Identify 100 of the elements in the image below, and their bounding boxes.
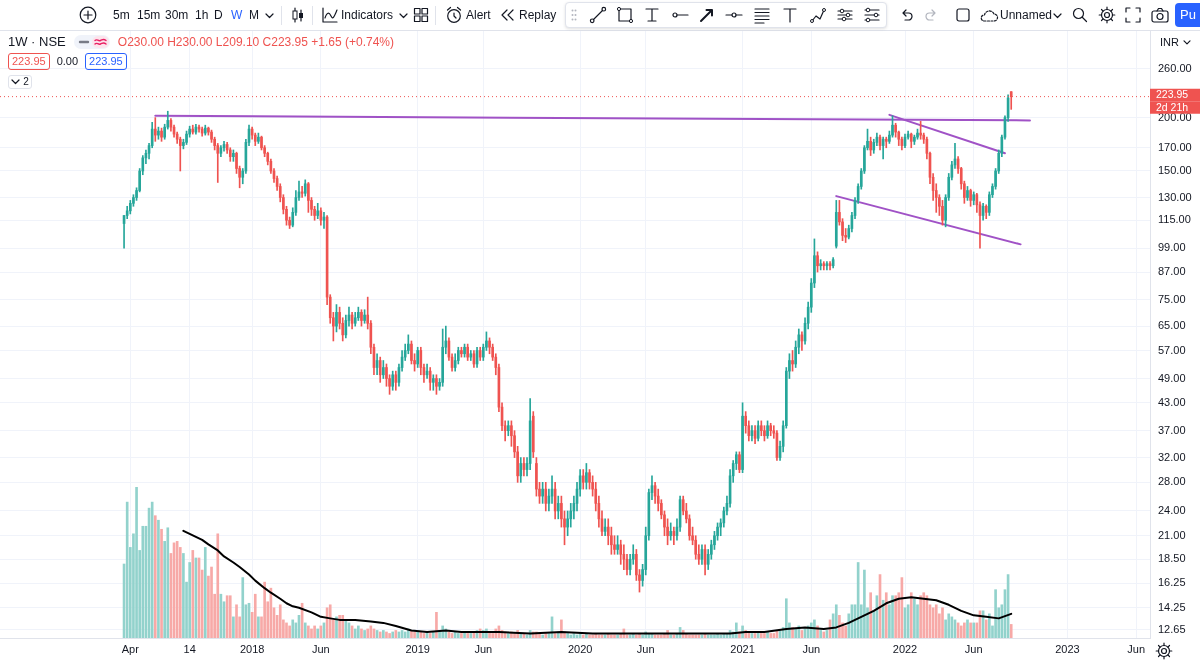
candlestick — [257, 132, 260, 144]
y-tick-label: 150.00 — [1158, 164, 1192, 177]
candlestick — [585, 463, 588, 490]
bar — [635, 634, 638, 638]
collapse-button: 2 — [8, 75, 32, 89]
candlestick — [431, 374, 435, 391]
x-tick-label: Jun — [1127, 642, 1146, 655]
bar — [719, 634, 723, 638]
candlestick — [307, 182, 310, 213]
x-tick-label: 2020 — [567, 642, 593, 655]
bar — [135, 487, 138, 638]
bar — [691, 634, 694, 638]
text: D — [214, 8, 223, 23]
bar — [253, 593, 257, 638]
bar — [988, 613, 991, 638]
bar — [819, 630, 822, 638]
candlestick — [819, 259, 822, 271]
candlestick — [441, 328, 445, 387]
annotation: 2 — [23, 76, 29, 88]
x-tick-label: 2023 — [1055, 642, 1080, 655]
x-tick-label: Jun — [636, 642, 655, 655]
bar — [869, 592, 872, 638]
bar — [313, 625, 316, 638]
ref-line-label: 223.95 — [1156, 88, 1189, 101]
text: Replay — [519, 8, 557, 23]
bar — [610, 634, 613, 638]
candlestick — [766, 420, 769, 439]
x-tick-label: Jun — [964, 642, 983, 655]
text: W — [231, 8, 243, 23]
candlestick — [160, 127, 163, 142]
bar — [157, 519, 160, 638]
candlestick — [759, 420, 763, 437]
y-tick-label: 21.00 — [1158, 528, 1186, 541]
candlestick — [157, 126, 160, 140]
text: 2d 21h — [1156, 100, 1189, 113]
bar — [713, 634, 716, 638]
text: Alert — [466, 8, 491, 23]
candlestick — [969, 188, 972, 207]
y-tick-label: 130.00 — [1158, 190, 1192, 203]
y-tick-label: 18.50 — [1158, 552, 1186, 565]
bar — [278, 604, 282, 638]
candlestick — [616, 535, 619, 555]
candlestick — [741, 402, 744, 473]
bar — [303, 622, 307, 638]
bar — [263, 581, 266, 638]
candlestick — [460, 346, 463, 358]
bar — [285, 622, 288, 638]
candlestick — [185, 130, 188, 145]
bar — [235, 604, 238, 638]
bar — [913, 598, 916, 638]
bar — [456, 633, 460, 638]
x-tick-label: 2018 — [239, 642, 265, 655]
bar — [413, 631, 416, 638]
bar — [769, 633, 773, 638]
candlestick — [153, 117, 157, 142]
y-tick-label: 65.00 — [1158, 319, 1186, 332]
bar — [884, 592, 888, 638]
text: 1h — [195, 8, 209, 23]
bar — [388, 633, 391, 638]
bar — [150, 501, 154, 638]
y-tick-label: 14.25 — [1158, 600, 1186, 613]
bar — [994, 589, 997, 638]
bar — [216, 533, 220, 638]
text: M — [249, 8, 259, 23]
bar — [125, 501, 129, 638]
x-tick-label: Jun — [311, 642, 330, 655]
candlestick — [869, 136, 872, 156]
text: 5m — [113, 8, 130, 23]
bar — [909, 592, 913, 638]
candlestick — [363, 309, 366, 324]
bar — [166, 527, 170, 638]
chart-subtitle: O230.00 H230.00 L209.10 C223.95 +1.65 (+0.74%) — [117, 34, 395, 50]
text: Indicators — [341, 8, 394, 23]
bar — [191, 550, 195, 638]
candlestick — [463, 343, 466, 358]
candlestick — [763, 425, 766, 442]
y-tick-label: 16.25 — [1158, 576, 1186, 589]
bar — [341, 615, 345, 638]
candlestick — [360, 309, 363, 327]
chart-title: 1W · NSE — [8, 34, 66, 50]
y-tick-label: 200.00 — [1158, 110, 1192, 123]
y-tick-label: 87.00 — [1158, 265, 1186, 278]
bar — [834, 604, 838, 638]
candlestick — [232, 149, 235, 162]
x-tick-label: 2019 — [405, 642, 430, 655]
text: 30m — [165, 8, 189, 23]
candlestick — [335, 304, 338, 333]
bar — [203, 547, 207, 638]
bar — [784, 598, 788, 638]
bar — [591, 634, 594, 638]
bar — [838, 615, 841, 638]
y-tick-label: 49.00 — [1158, 371, 1186, 384]
y-axis-title: INR — [1160, 36, 1179, 49]
text: 15m — [137, 8, 161, 23]
x-tick-label: Apr — [121, 642, 140, 655]
button: Pu — [1175, 3, 1200, 27]
bar — [241, 577, 245, 638]
annotation: 223.95 — [8, 53, 50, 70]
candlestick — [541, 482, 544, 504]
x-tick-label: 2021 — [730, 642, 755, 655]
